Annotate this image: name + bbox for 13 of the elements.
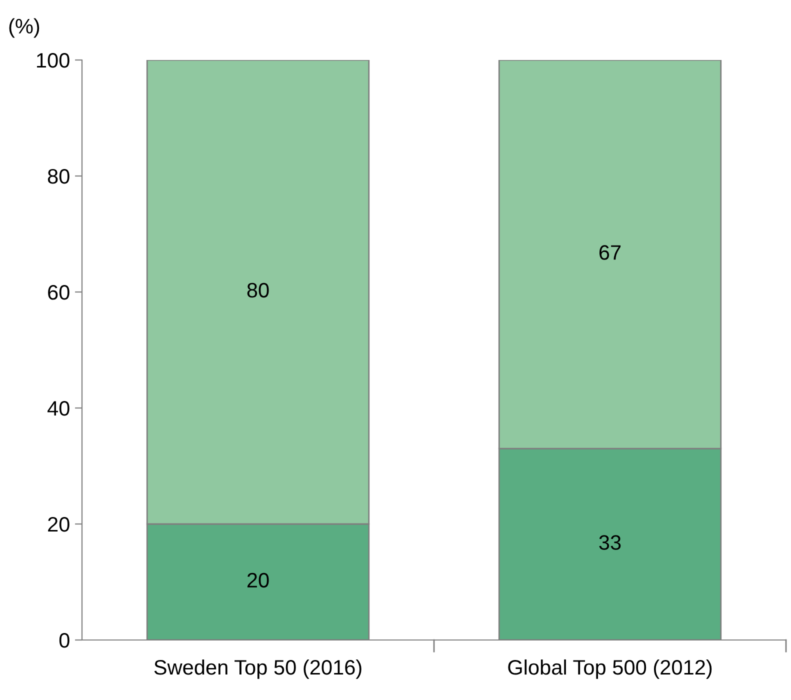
x-tick-label: Global Top 500 (2012)	[508, 659, 712, 679]
x-tick-label: Sweden Top 50 (2016)	[154, 659, 362, 679]
data-label: 33	[599, 535, 621, 550]
y-tick-label: 0	[59, 633, 70, 648]
y-tick-label: 40	[48, 401, 70, 416]
data-label: 67	[599, 245, 621, 260]
data-label: 20	[247, 572, 269, 588]
y-tick-label: 100	[37, 53, 70, 68]
y-tick-label: 60	[48, 285, 70, 300]
y-axis-title: (%)	[9, 18, 40, 38]
y-tick-label: 80	[48, 169, 70, 184]
data-label: 80	[247, 282, 269, 298]
y-tick-label: 20	[48, 517, 70, 532]
